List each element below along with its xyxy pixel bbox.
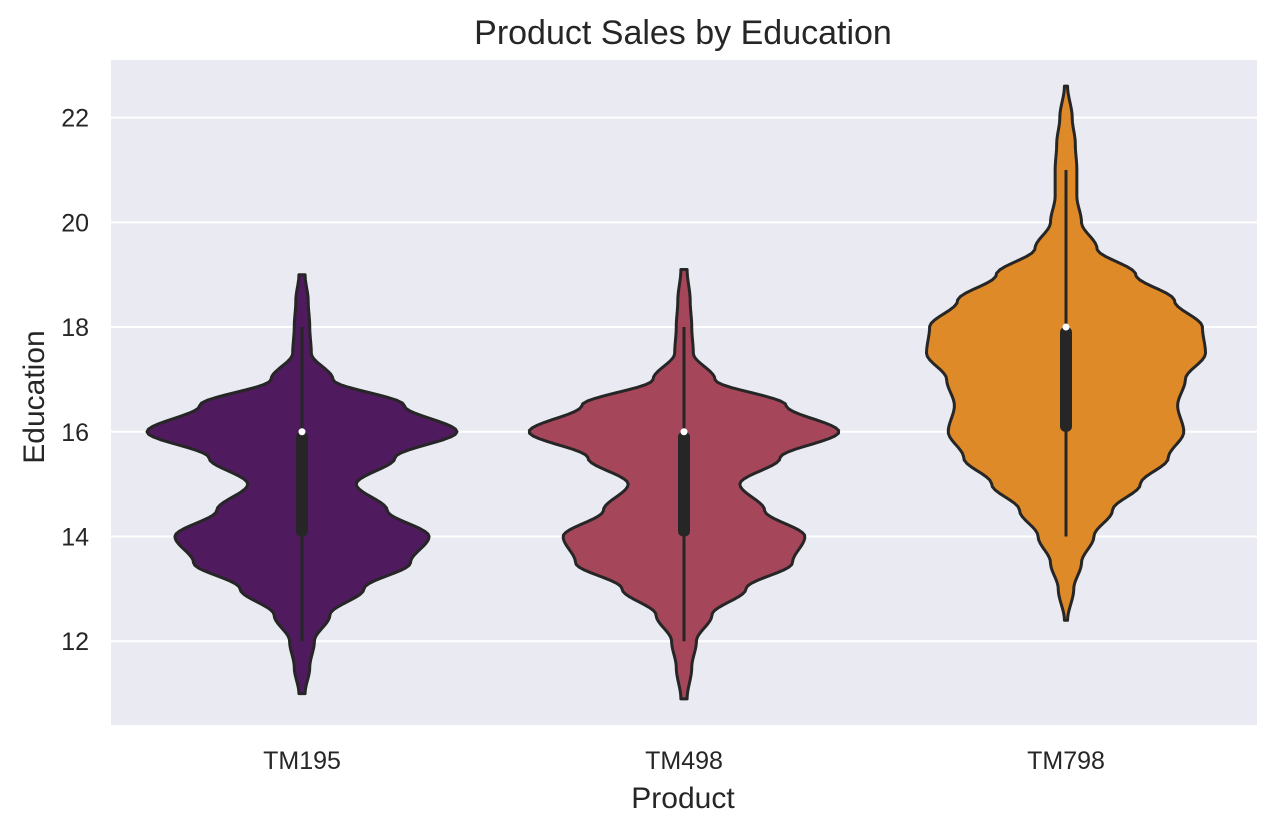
y-tick-label: 16: [61, 419, 89, 447]
median-point: [680, 428, 688, 436]
median-point: [298, 428, 306, 436]
x-tick-label: TM798: [1027, 747, 1105, 775]
x-tick-labels: TM195 TM498 TM798: [263, 747, 1105, 775]
x-tick-label: TM195: [263, 747, 341, 775]
iqr-box: [678, 431, 690, 537]
y-tick-label: 20: [61, 209, 89, 237]
chart-title: Product Sales by Education: [474, 14, 892, 52]
y-tick-labels: 12 14 16 18 20 22: [61, 105, 89, 657]
x-axis-label: Product: [631, 782, 735, 815]
y-tick-label: 18: [61, 314, 89, 342]
violins: [145, 84, 1207, 701]
violin-tm798: [925, 84, 1207, 622]
violin-tm498: [527, 267, 841, 701]
median-point: [1062, 323, 1070, 331]
y-tick-label: 22: [61, 105, 89, 133]
violin-tm195: [145, 273, 459, 696]
iqr-box: [296, 431, 308, 537]
y-axis-label: Education: [18, 330, 51, 463]
x-tick-label: TM498: [645, 747, 723, 775]
y-tick-label: 14: [61, 523, 89, 551]
iqr-box: [1060, 327, 1072, 432]
y-tick-label: 12: [61, 628, 89, 656]
